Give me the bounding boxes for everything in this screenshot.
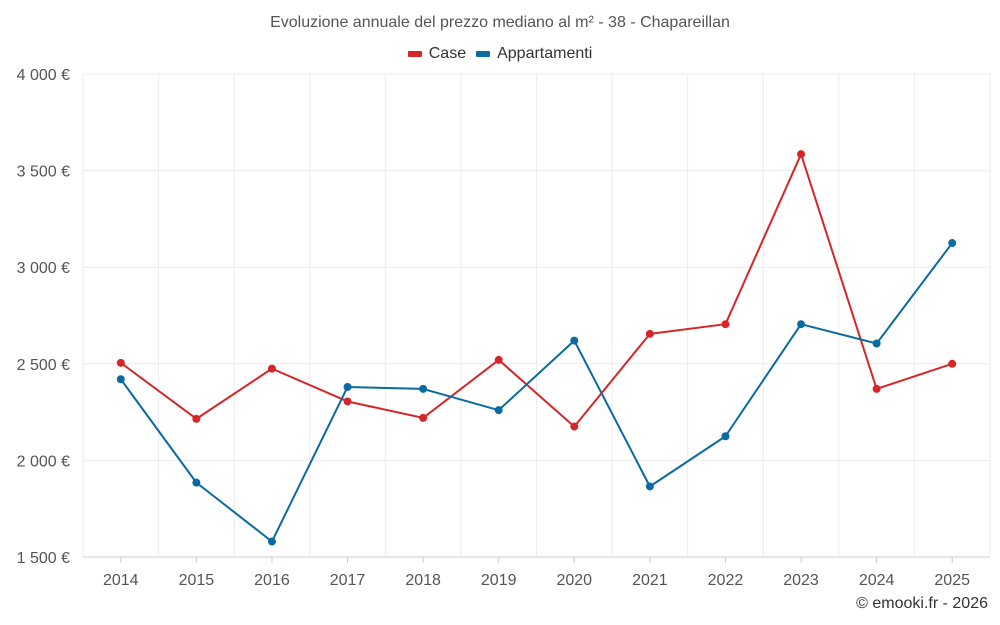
data-point-appartamenti bbox=[721, 432, 730, 441]
x-tick-label: 2022 bbox=[708, 572, 744, 589]
legend-swatch-appartamenti bbox=[476, 51, 491, 57]
x-tick-label: 2018 bbox=[405, 572, 441, 589]
data-point-appartamenti bbox=[872, 339, 881, 348]
x-tick-label: 2019 bbox=[481, 572, 517, 589]
y-tick-label: 1 500 € bbox=[17, 550, 70, 567]
x-tick-label: 2015 bbox=[179, 572, 215, 589]
data-point-appartamenti bbox=[948, 239, 957, 248]
credit-text: © emooki.fr - 2026 bbox=[856, 595, 988, 612]
y-tick-label: 2 000 € bbox=[17, 453, 70, 470]
x-tick-label: 2021 bbox=[632, 572, 668, 589]
legend-label-appartamenti: Appartamenti bbox=[497, 45, 593, 62]
data-point-case bbox=[570, 422, 579, 431]
data-point-case bbox=[797, 150, 806, 159]
data-point-case bbox=[721, 320, 730, 329]
data-point-appartamenti bbox=[494, 406, 503, 415]
data-point-case bbox=[192, 414, 201, 423]
y-tick-label: 3 000 € bbox=[17, 260, 70, 277]
data-point-case bbox=[419, 413, 428, 422]
chart-title: Evoluzione annuale del prezzo mediano al… bbox=[270, 14, 730, 31]
data-point-appartamenti bbox=[267, 537, 276, 546]
x-tick-label: 2014 bbox=[103, 572, 139, 589]
data-point-case bbox=[343, 397, 352, 406]
data-point-case bbox=[872, 384, 881, 393]
data-point-case bbox=[494, 355, 503, 364]
series-line-appartamenti bbox=[119, 242, 954, 543]
chart-legend: Case Appartamenti bbox=[0, 45, 1000, 63]
y-tick-label: 4 000 € bbox=[17, 67, 70, 84]
series-line-case bbox=[120, 153, 953, 428]
y-tick-label: 2 500 € bbox=[17, 357, 70, 374]
data-point-case bbox=[645, 329, 654, 338]
x-tick-label: 2023 bbox=[783, 572, 819, 589]
legend-item-appartamenti[interactable]: Appartamenti bbox=[476, 45, 592, 63]
data-point-case bbox=[948, 359, 957, 368]
y-tick-label: 3 500 € bbox=[17, 164, 70, 181]
legend-item-case[interactable]: Case bbox=[407, 45, 467, 63]
data-point-appartamenti bbox=[192, 478, 201, 487]
series-appartamenti bbox=[116, 239, 957, 546]
x-tick-label: 2017 bbox=[330, 572, 366, 589]
data-point-appartamenti bbox=[645, 482, 654, 491]
data-point-appartamenti bbox=[343, 382, 352, 391]
x-tick-label: 2020 bbox=[556, 572, 592, 589]
legend-swatch-case bbox=[407, 51, 422, 57]
data-point-appartamenti bbox=[797, 320, 806, 329]
data-point-appartamenti bbox=[419, 384, 428, 393]
data-point-case bbox=[267, 364, 276, 373]
x-tick-label: 2025 bbox=[934, 572, 970, 589]
x-tick-label: 2024 bbox=[859, 572, 895, 589]
x-tick-label: 2016 bbox=[254, 572, 290, 589]
series-case bbox=[116, 150, 957, 431]
data-point-case bbox=[116, 358, 125, 367]
data-point-appartamenti bbox=[116, 375, 125, 384]
data-point-appartamenti bbox=[570, 336, 579, 345]
legend-label-case: Case bbox=[428, 45, 467, 62]
